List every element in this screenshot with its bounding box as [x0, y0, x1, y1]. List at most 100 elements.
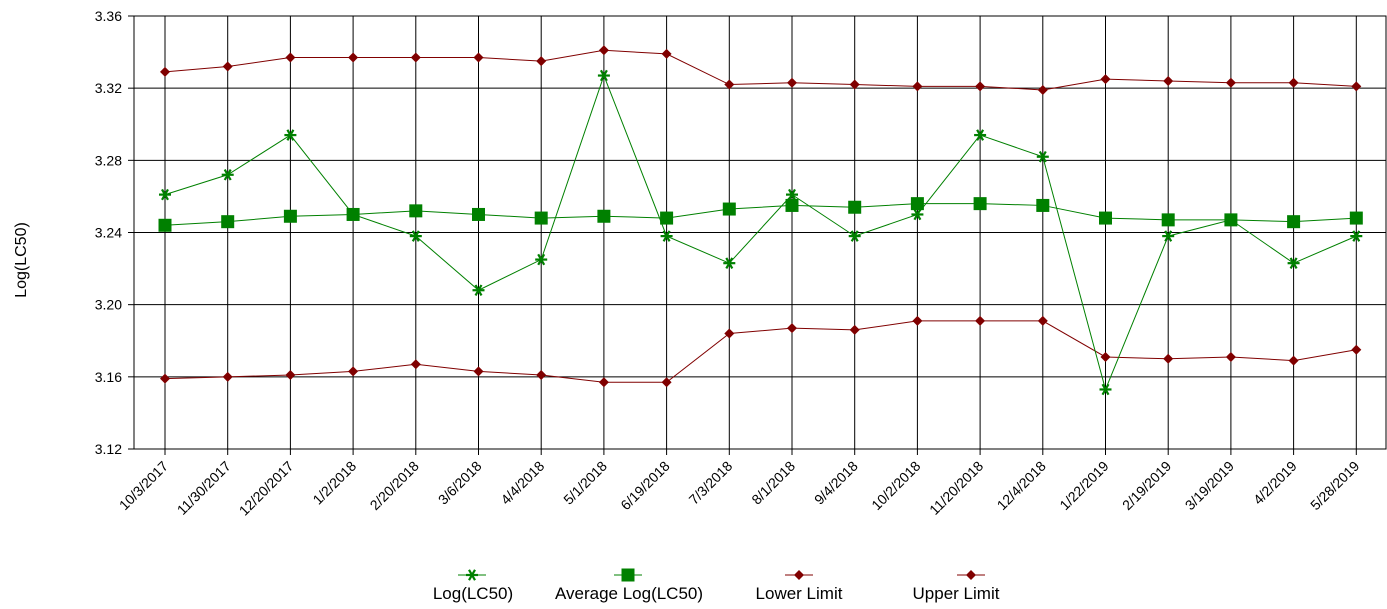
diamond-marker: [1225, 77, 1236, 88]
square-marker: [409, 204, 423, 218]
star-marker: [723, 257, 736, 269]
square-marker: [973, 197, 987, 211]
diamond-marker: [975, 81, 986, 92]
diamond-marker: [1225, 351, 1236, 362]
diamond-marker: [473, 52, 484, 63]
y-axis-ticks: 3.12 3.16 3.20 3.24 3.28 3.32 3.36: [95, 8, 134, 457]
diamond-marker: [849, 324, 860, 335]
diamond-marker: [787, 323, 797, 334]
y-tick-label: 3.12: [95, 441, 122, 457]
series-line: [164, 49, 1357, 91]
diamond-marker: [1037, 315, 1048, 326]
diamond-marker: [849, 79, 860, 90]
star-marker: [597, 69, 610, 82]
square-marker: [1099, 211, 1112, 225]
x-axis-ticks: 10/3/2017 11/30/2017 12/20/2017 1/2/2018 2/2…: [116, 449, 1363, 519]
series-line: [164, 203, 1357, 226]
star-marker: [221, 168, 234, 181]
x-tick-label: 4/4/2018: [497, 458, 547, 508]
diamond-marker: [1163, 75, 1174, 86]
star-marker: [466, 569, 478, 581]
diamond-marker: [966, 570, 976, 580]
x-tick-label: 3/6/2018: [435, 458, 485, 508]
legend-label: Upper Limit: [913, 584, 1000, 603]
diamond-marker: [222, 371, 233, 382]
y-tick-label: 3.36: [95, 8, 122, 24]
x-tick-label: 3/19/2019: [1182, 458, 1238, 514]
diamond-marker: [1288, 77, 1299, 88]
square-marker: [1349, 211, 1363, 225]
square-marker: [283, 209, 297, 223]
x-tick-label: 5/28/2019: [1307, 458, 1363, 514]
series-log-lc50: [159, 69, 1363, 396]
x-tick-label: 11/30/2017: [174, 458, 234, 518]
y-tick-label: 3.32: [95, 80, 122, 96]
x-tick-label: 4/2/2019: [1250, 458, 1300, 508]
square-marker: [785, 198, 799, 212]
star-marker: [974, 129, 987, 141]
y-tick-label: 3.28: [95, 152, 122, 168]
diamond-marker: [1100, 74, 1111, 85]
series-upper-limit: [160, 45, 1362, 95]
x-tick-label: 11/20/2018: [926, 458, 986, 518]
x-tick-label: 10/2/2018: [868, 458, 924, 514]
star-marker: [1162, 230, 1175, 242]
diamond-marker: [160, 66, 170, 77]
legend-item: Upper Limit: [913, 570, 1000, 603]
square-marker: [1161, 213, 1175, 227]
diamond-marker: [1037, 84, 1048, 95]
square-marker: [722, 202, 736, 216]
legend-label: Average Log(LC50): [555, 584, 703, 603]
x-tick-label: 6/19/2018: [617, 458, 673, 514]
diamond-marker: [787, 77, 797, 88]
star-marker: [911, 208, 924, 221]
diamond-marker: [410, 52, 421, 63]
series-average-log-lc50: [158, 197, 1363, 232]
legend-item: Lower Limit: [756, 570, 843, 603]
square-marker: [1287, 215, 1301, 229]
diamond-marker: [1163, 353, 1174, 364]
legend-label: Log(LC50): [433, 584, 513, 603]
star-marker: [472, 284, 485, 297]
x-tick-label: 10/3/2017: [116, 458, 172, 514]
diamond-marker: [160, 373, 170, 384]
diamond-marker: [536, 370, 547, 381]
diamond-marker: [410, 359, 421, 370]
x-tick-label: 1/2/2018: [309, 458, 359, 508]
star-marker: [1350, 230, 1363, 242]
square-marker: [910, 197, 924, 211]
diamond-marker: [536, 56, 547, 67]
x-tick-label: 7/3/2018: [686, 458, 736, 508]
series-lower-limit: [160, 315, 1362, 388]
series-line: [164, 74, 1357, 392]
y-axis-title: Log(LC50): [13, 222, 30, 298]
x-tick-label: 9/4/2018: [811, 458, 861, 508]
diamond-marker: [912, 315, 923, 326]
star-marker: [1287, 257, 1300, 269]
star-marker: [535, 253, 548, 266]
square-marker: [221, 215, 235, 229]
star-marker: [1224, 214, 1237, 226]
star-marker: [284, 129, 297, 141]
diamond-marker: [598, 377, 609, 388]
series-group: [158, 45, 1363, 396]
star-marker: [409, 230, 422, 242]
diamond-marker: [724, 79, 735, 90]
square-marker: [621, 568, 635, 582]
diamond-marker: [348, 366, 359, 377]
diamond-marker: [1288, 355, 1299, 366]
diamond-marker: [661, 48, 672, 59]
diamond-marker: [285, 52, 296, 63]
square-marker: [158, 218, 172, 232]
square-marker: [1036, 198, 1050, 212]
gridlines: [134, 15, 1386, 450]
legend-item: Average Log(LC50): [555, 568, 703, 603]
star-marker: [660, 230, 673, 242]
star-marker: [786, 188, 798, 201]
y-tick-label: 3.16: [95, 369, 122, 385]
diamond-marker: [1100, 351, 1111, 362]
x-tick-label: 12/4/2018: [994, 458, 1050, 514]
x-tick-label: 1/22/2019: [1056, 458, 1112, 514]
